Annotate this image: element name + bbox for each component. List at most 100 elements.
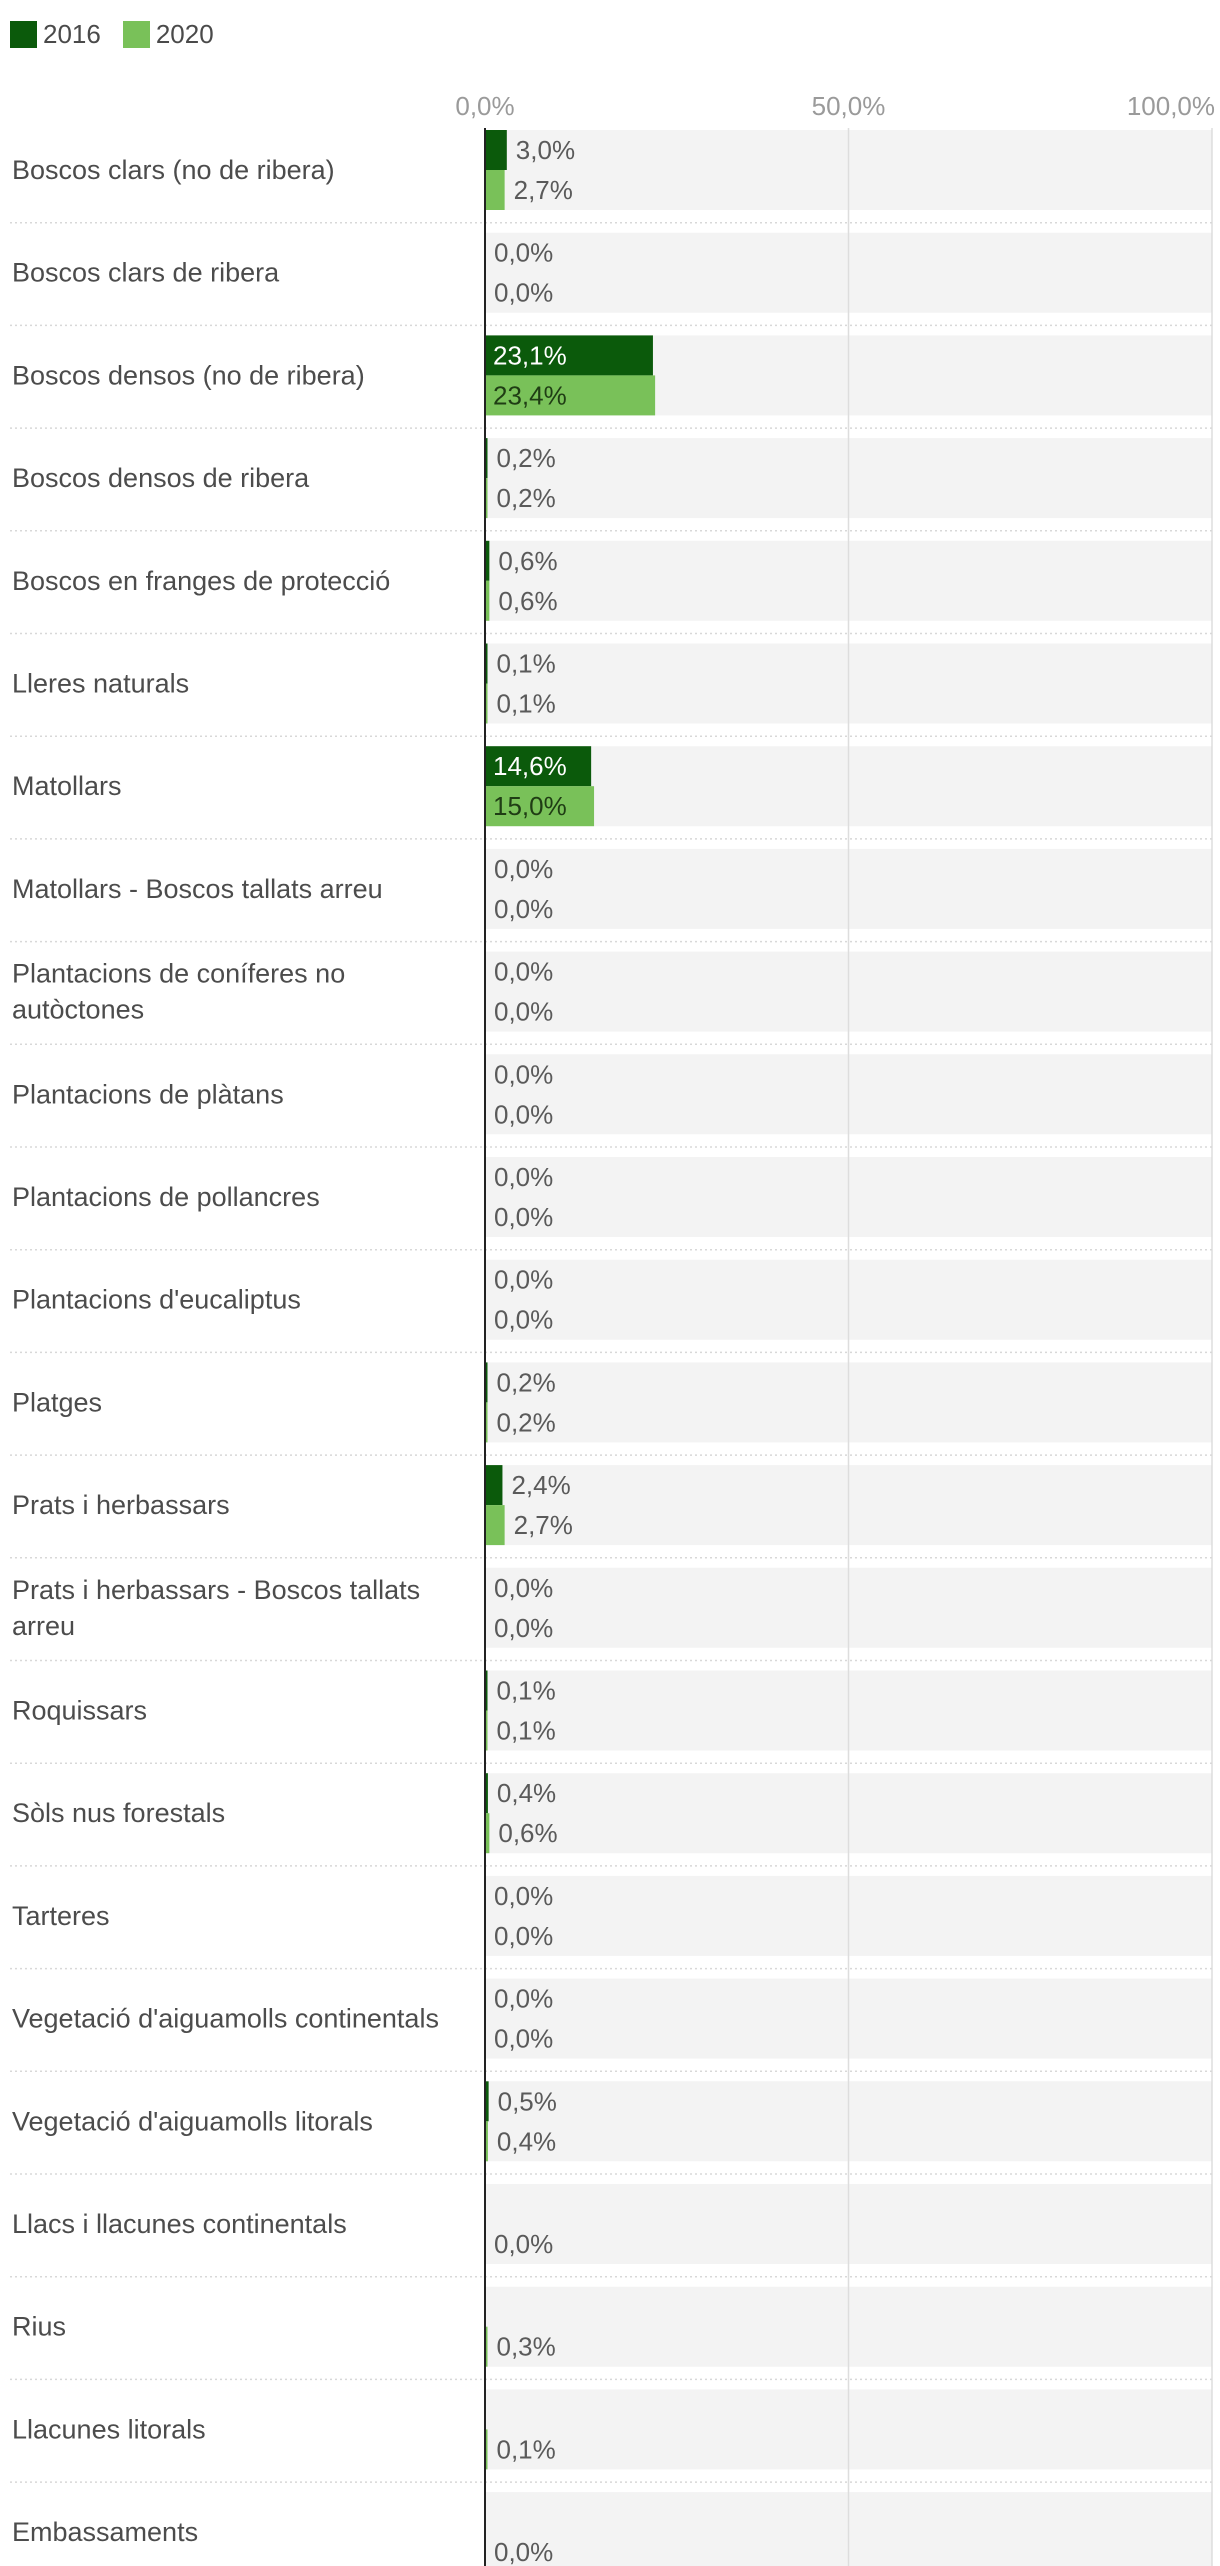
bar-2020 [485, 478, 488, 519]
bar-2020 [485, 2121, 488, 2162]
category-label: Plantacions d'eucaliptus [12, 1285, 301, 1315]
value-label-2016: 0,0% [494, 1573, 553, 1603]
value-label-2016: 2,4% [511, 1470, 570, 1500]
bar-2020 [485, 580, 490, 621]
value-label-2016: 0,0% [494, 854, 553, 884]
x-tick-label: 50,0% [812, 91, 886, 121]
value-label-2016: 0,0% [494, 1059, 553, 1089]
category-label: Boscos densos de ribera [12, 463, 310, 493]
value-label-2016: 0,2% [497, 1367, 556, 1397]
value-label-2016: 3,0% [516, 135, 575, 165]
value-label-2020: 0,0% [494, 1202, 553, 1232]
value-label-2020: 0,0% [494, 2024, 553, 2054]
value-label-2020: 0,0% [494, 1099, 553, 1129]
value-label-2020: 0,0% [494, 997, 553, 1027]
category-label: Plantacions de pollancres [12, 1182, 320, 1212]
bar-2016 [485, 130, 507, 170]
value-label-2020: 0,3% [497, 2332, 556, 2362]
value-label-2020: 0,0% [494, 1305, 553, 1335]
category-label: Vegetació d'aiguamolls continentals [12, 2004, 439, 2034]
value-label-2020: 0,6% [498, 586, 557, 616]
legend-swatch-2020 [122, 20, 150, 48]
value-label-2020: 0,0% [494, 2229, 553, 2259]
bar-2016 [485, 1773, 488, 1814]
value-label-2020: 2,7% [514, 1510, 573, 1540]
bar-2020 [485, 2429, 488, 2470]
category-label: Rius [12, 2312, 66, 2342]
value-label-2020: 0,2% [497, 483, 556, 513]
value-label-2016: 0,1% [497, 1676, 556, 1706]
bar-2020 [485, 170, 505, 210]
category-label: Llacs i llacunes continentals [12, 2209, 347, 2239]
category-label: Boscos densos (no de ribera) [12, 360, 365, 390]
value-label-2020: 0,6% [498, 1818, 557, 1848]
bar-2020 [485, 1813, 490, 1854]
legend-item-2020[interactable]: 2020 [122, 18, 214, 50]
value-label-2020: 0,0% [494, 2537, 553, 2566]
bar-2016 [485, 438, 488, 479]
category-label: Platges [12, 1387, 102, 1417]
legend-item-2016[interactable]: 2016 [10, 19, 101, 50]
value-label-2020: 0,0% [494, 1613, 553, 1643]
bar-2020 [485, 1505, 505, 1546]
value-label-2020: 0,0% [494, 1921, 553, 1951]
value-label-2016: 0,0% [494, 1265, 553, 1295]
category-label: Plantacions de plàtans [12, 1079, 284, 1109]
value-label-2020: 0,1% [497, 1716, 556, 1746]
bar-2016 [485, 746, 592, 787]
value-label-2020: 0,1% [497, 2434, 556, 2464]
bar-2016 [485, 1362, 488, 1403]
value-label-2020: 0,0% [494, 894, 553, 924]
value-label-2016: 0,0% [494, 1881, 553, 1911]
value-label-2020: 0,1% [497, 689, 556, 719]
bar-2016 [485, 335, 653, 376]
bar-2016 [485, 1465, 503, 1506]
value-label-2016: 0,0% [494, 238, 553, 268]
category-label: Roquissars [12, 1696, 147, 1726]
bar-2020 [485, 1710, 488, 1751]
value-label-2016: 0,0% [494, 957, 553, 987]
value-label-2016: 14,6% [493, 751, 567, 781]
category-label: Prats i herbassars - Boscos tallats arreu [12, 1575, 420, 1641]
category-label: Boscos clars (no de ribera) [12, 155, 335, 185]
chart-legend: 2016 2020 [10, 16, 236, 52]
value-label-2016: 0,4% [497, 1778, 556, 1808]
bar-2020 [485, 2326, 488, 2367]
value-label-2016: 0,0% [494, 1162, 553, 1192]
category-label: Matollars - Boscos tallats arreu [12, 874, 383, 904]
value-label-2020: 0,4% [497, 2126, 556, 2156]
bar-2016 [485, 540, 490, 581]
category-label: Llacunes litorals [12, 2414, 206, 2444]
bar-2020 [485, 786, 595, 827]
value-label-2020: 2,7% [514, 175, 573, 205]
bar-2020 [485, 375, 656, 416]
value-label-2016: 23,1% [493, 340, 567, 370]
category-label: Boscos clars de ribera [12, 258, 280, 288]
legend-label-2020: 2020 [155, 18, 214, 49]
value-label-2016: 0,1% [497, 649, 556, 679]
bar-2016 [485, 1670, 488, 1711]
category-label: Prats i herbassars [12, 1490, 230, 1520]
value-label-2020: 0,0% [494, 278, 553, 308]
category-label: Vegetació d'aiguamolls litorals [12, 2106, 373, 2136]
bar-2016 [485, 643, 488, 684]
value-label-2016: 0,5% [498, 2086, 557, 2116]
legend-label-2016: 2016 [43, 18, 101, 49]
x-tick-label: 0,0% [455, 91, 514, 121]
category-label: Embassaments [12, 2517, 198, 2547]
category-label: Sòls nus forestals [12, 1798, 225, 1828]
category-label: Boscos en franges de protecció [12, 566, 390, 596]
legend-swatch-2016 [10, 20, 37, 48]
value-label-2016: 0,6% [498, 546, 557, 576]
x-tick-label: 100,0% [1127, 91, 1215, 121]
value-label-2020: 0,2% [497, 1407, 556, 1437]
category-label: Lleres naturals [12, 669, 189, 699]
category-label: Plantacions de coníferes no autòctones [12, 959, 345, 1025]
value-label-2020: 15,0% [493, 791, 567, 821]
bar-2016 [485, 2081, 489, 2122]
category-label: Tarteres [12, 1901, 110, 1931]
value-label-2016: 0,2% [497, 443, 556, 473]
bar-2020 [485, 683, 488, 724]
value-label-2016: 0,0% [494, 1984, 553, 2014]
